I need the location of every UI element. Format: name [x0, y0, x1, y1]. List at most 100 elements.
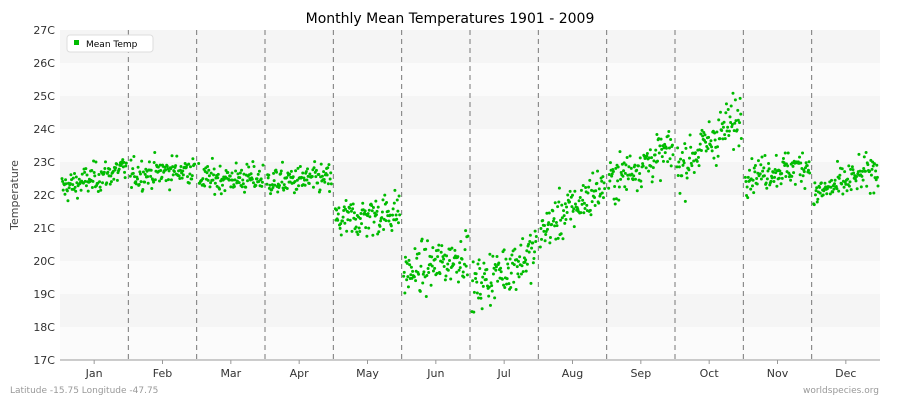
data-point: [452, 262, 456, 266]
data-point: [802, 170, 806, 174]
data-point: [123, 176, 127, 180]
data-point: [266, 176, 270, 180]
data-point: [631, 178, 635, 182]
data-point: [329, 171, 333, 175]
data-point: [363, 209, 367, 213]
data-point: [828, 192, 832, 196]
data-point: [629, 166, 633, 170]
data-point: [481, 275, 485, 279]
data-point: [74, 175, 78, 179]
data-point: [505, 282, 509, 286]
data-point: [572, 207, 576, 211]
data-point: [773, 175, 777, 179]
data-point: [506, 266, 510, 270]
data-point: [218, 164, 222, 168]
data-point: [713, 138, 717, 142]
data-point: [603, 187, 607, 191]
data-point: [548, 241, 552, 245]
data-point: [75, 196, 79, 200]
data-point: [745, 185, 749, 189]
data-point: [766, 169, 770, 173]
data-point: [395, 217, 399, 221]
data-point: [540, 237, 544, 241]
data-point: [184, 165, 188, 169]
data-point: [124, 164, 128, 168]
data-point: [167, 169, 171, 173]
data-point: [842, 185, 846, 189]
data-point: [547, 221, 551, 225]
data-point: [265, 182, 269, 186]
data-point: [573, 202, 577, 206]
data-point: [508, 257, 512, 261]
data-point: [121, 158, 125, 162]
data-point: [63, 192, 67, 196]
data-point: [252, 165, 256, 169]
data-point: [158, 179, 162, 183]
data-point: [657, 137, 661, 141]
data-point: [405, 278, 409, 282]
data-point: [130, 186, 134, 190]
data-point: [375, 209, 379, 213]
data-point: [559, 218, 563, 222]
data-point: [704, 140, 708, 144]
data-point: [115, 162, 119, 166]
data-point: [436, 255, 440, 259]
data-point: [83, 179, 87, 183]
data-point: [872, 191, 876, 195]
data-point: [60, 177, 64, 181]
data-point: [122, 160, 126, 164]
data-point: [490, 289, 494, 293]
data-point: [744, 180, 748, 184]
data-point: [658, 144, 662, 148]
data-point: [83, 170, 87, 174]
x-tick-label: Dec: [835, 367, 856, 380]
data-point: [710, 145, 714, 149]
data-point: [254, 183, 258, 187]
data-point: [632, 174, 636, 178]
data-point: [301, 171, 305, 175]
data-point: [759, 163, 763, 167]
data-point: [86, 189, 90, 193]
data-point: [784, 174, 788, 178]
chart-title: Monthly Mean Temperatures 1901 - 2009: [306, 11, 595, 27]
data-point: [759, 177, 763, 181]
data-point: [692, 170, 696, 174]
data-point: [190, 177, 194, 181]
data-point: [733, 98, 737, 102]
data-point: [134, 182, 138, 186]
data-point: [380, 210, 384, 214]
data-point: [758, 172, 762, 176]
data-point: [762, 166, 766, 170]
data-point: [723, 137, 727, 141]
data-point: [153, 178, 157, 182]
data-point: [84, 184, 88, 188]
data-point: [771, 170, 775, 174]
data-point: [625, 187, 629, 191]
data-point: [98, 185, 102, 189]
data-point: [862, 166, 866, 170]
data-point: [532, 257, 536, 261]
data-point: [409, 273, 413, 277]
data-point: [524, 269, 528, 273]
data-point: [850, 165, 854, 169]
data-point: [517, 275, 521, 279]
data-point: [756, 159, 760, 163]
data-point: [860, 174, 864, 178]
data-point: [291, 175, 295, 179]
data-point: [430, 264, 434, 268]
data-point: [560, 216, 564, 220]
data-point: [551, 219, 555, 223]
data-point: [456, 255, 460, 259]
data-point: [527, 242, 531, 246]
data-point: [136, 165, 140, 169]
data-point: [616, 165, 620, 169]
data-point: [303, 183, 307, 187]
data-point: [449, 277, 453, 281]
x-tick-label: Nov: [767, 367, 789, 380]
data-point: [698, 142, 702, 146]
data-point: [216, 176, 220, 180]
data-point: [582, 201, 586, 205]
data-point: [871, 164, 875, 168]
data-point: [318, 188, 322, 192]
data-point: [464, 264, 468, 268]
